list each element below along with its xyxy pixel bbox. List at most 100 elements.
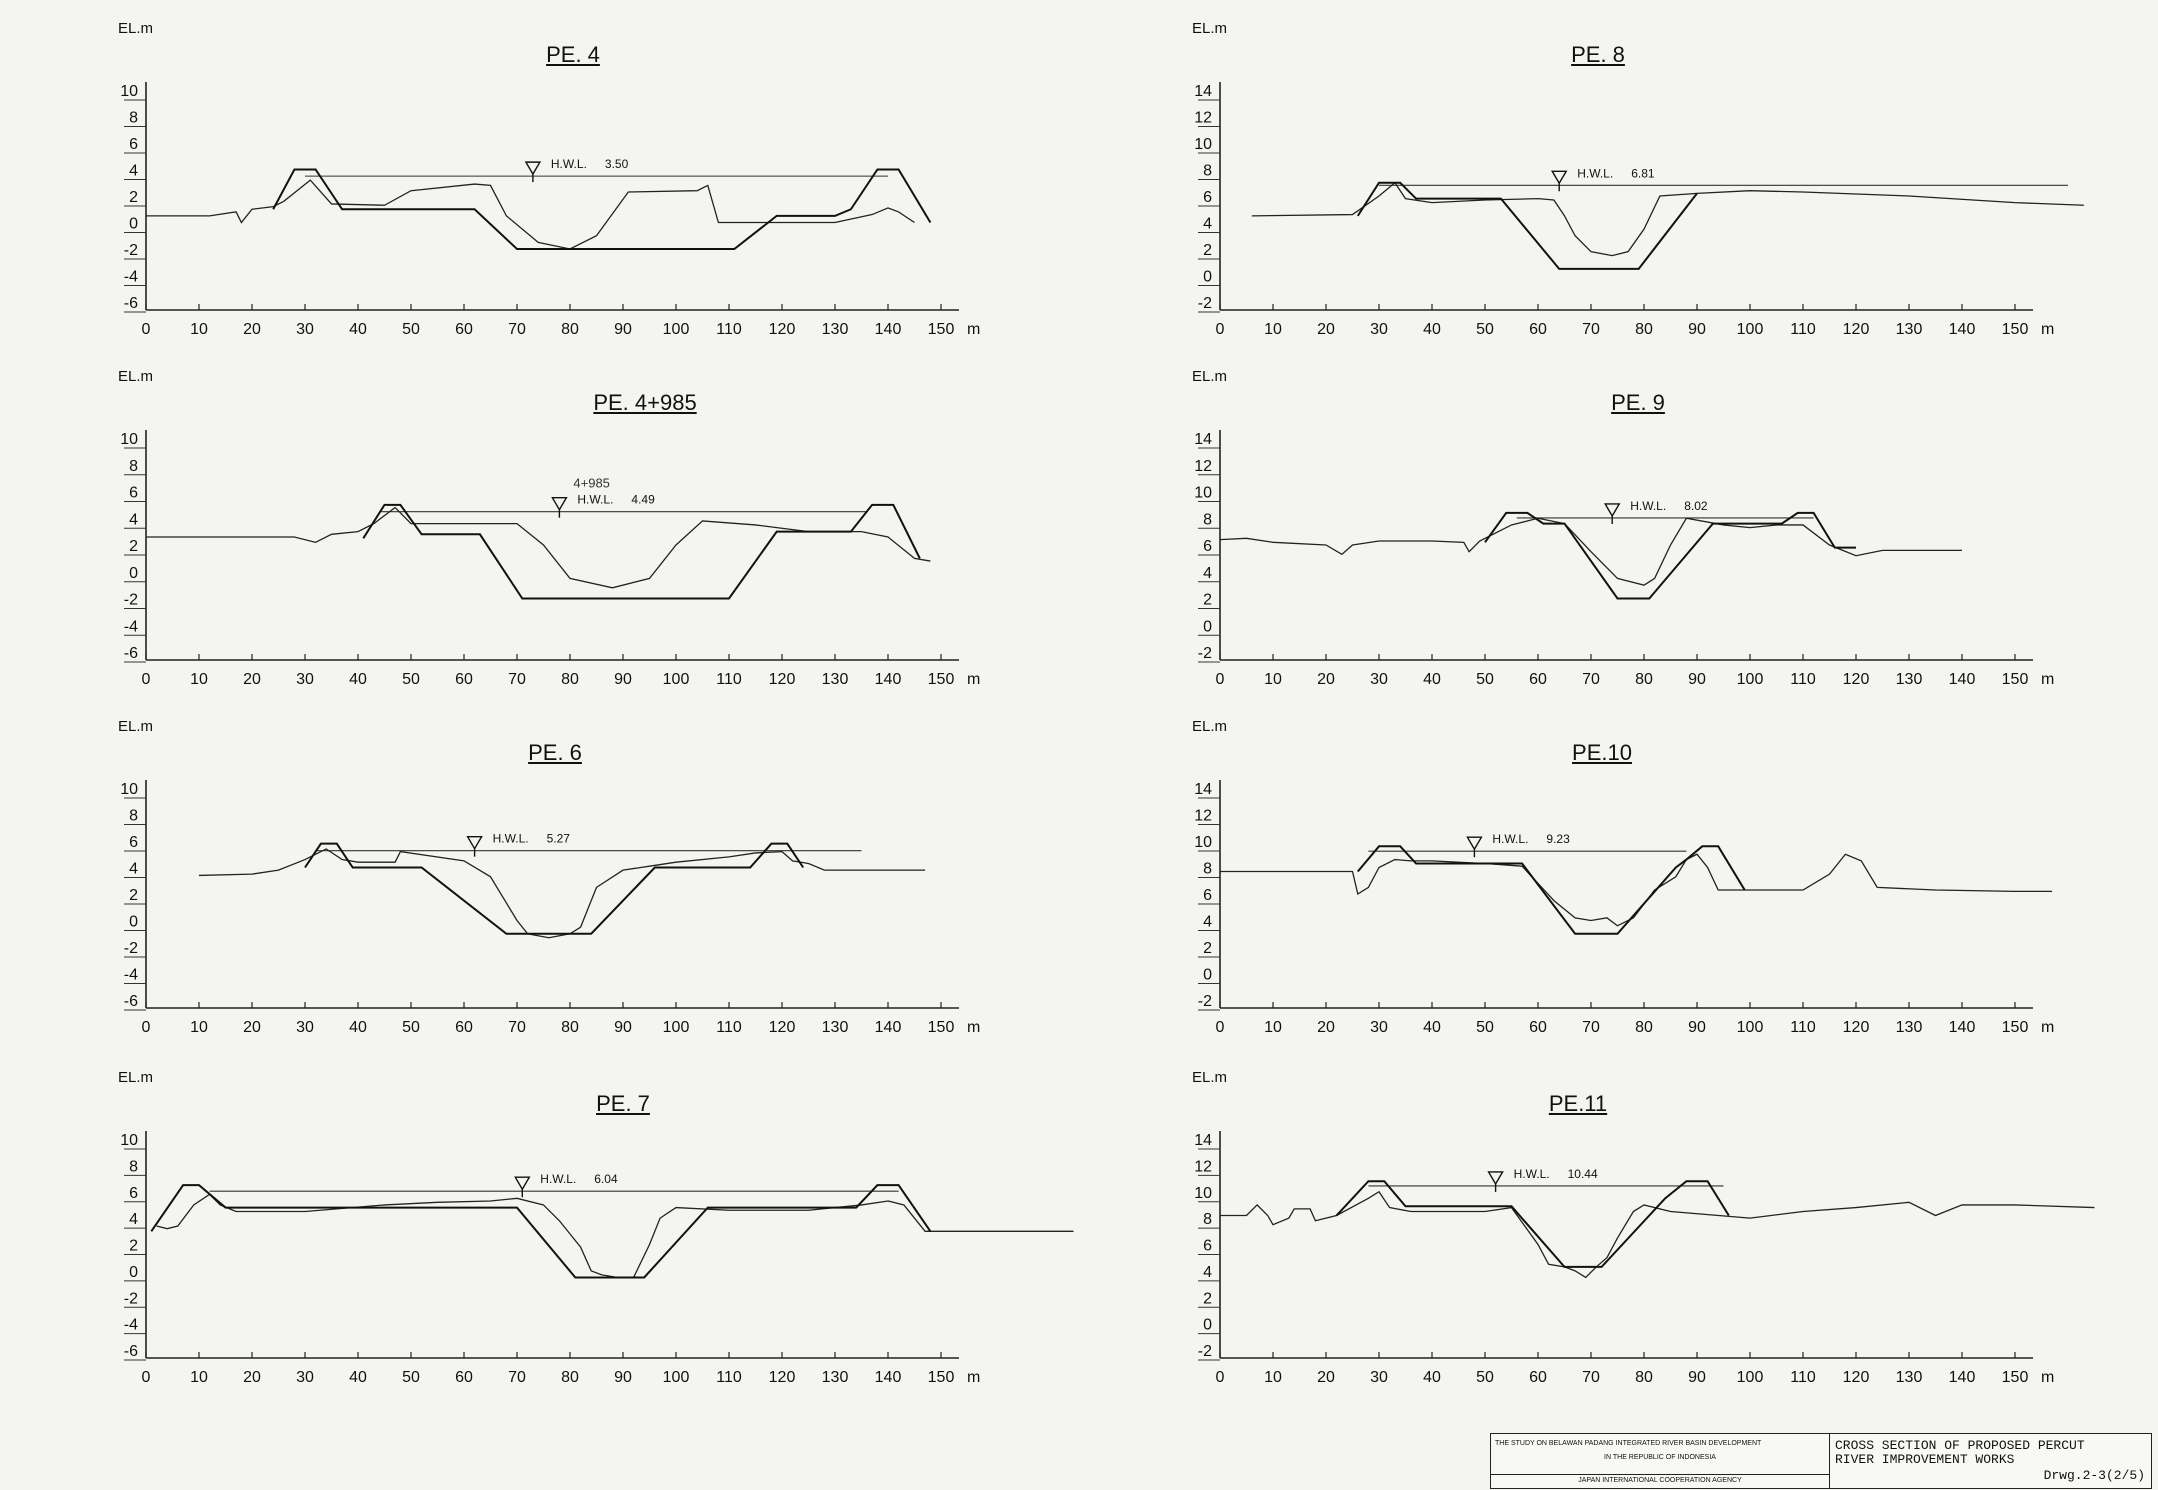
y-tick-label: 2 [129, 887, 138, 904]
x-tick-label: 60 [455, 321, 473, 338]
y-tick-label: 8 [1203, 861, 1212, 878]
section-title: PE.11 [1548, 1091, 1608, 1116]
y-axis-unit: EL.m [1192, 1069, 1228, 1086]
x-tick-label: 50 [402, 1019, 420, 1036]
proposed-section-profile [1335, 1180, 1730, 1268]
x-tick-label: 100 [663, 671, 690, 688]
x-tick-label: 20 [1317, 671, 1335, 688]
x-tick-label: 150 [928, 321, 955, 338]
y-axis-unit: EL.m [118, 368, 154, 385]
proposed-section-profile [362, 503, 921, 600]
existing-ground-profile [1251, 181, 2084, 257]
x-tick-label: 10 [190, 671, 208, 688]
x-tick-label: 10 [1264, 321, 1282, 338]
hwl-label: H.W.L. [1577, 166, 1613, 180]
x-tick-label: 90 [614, 1019, 632, 1036]
x-tick-label: 130 [1896, 671, 1923, 688]
x-tick-label: 20 [243, 671, 261, 688]
y-tick-label: 2 [1203, 1290, 1212, 1307]
y-tick-label: 10 [1194, 485, 1212, 502]
y-tick-label: 10 [120, 83, 138, 100]
x-tick-label: 110 [1790, 1369, 1816, 1386]
x-tick-label: 100 [1737, 1369, 1764, 1386]
proposed-section-profile [1357, 845, 1746, 935]
drawing-title-line2: RIVER IMPROVEMENT WORKS [1835, 1452, 2015, 1467]
x-tick-label: 0 [142, 1019, 151, 1036]
x-tick-label: 80 [1635, 1019, 1653, 1036]
y-tick-label: 6 [129, 1185, 138, 1202]
y-tick-label: 10 [120, 1132, 138, 1149]
x-tick-label: 140 [1949, 1019, 1976, 1036]
x-tick-label: 70 [1582, 1369, 1600, 1386]
x-tick-label: 60 [1529, 671, 1547, 688]
x-tick-label: 40 [1423, 671, 1441, 688]
x-tick-label: 30 [296, 671, 314, 688]
hwl-value: 5.27 [547, 832, 571, 846]
x-tick-label: 90 [614, 1369, 632, 1386]
x-tick-label: 20 [243, 1019, 261, 1036]
x-tick-label: 40 [349, 1369, 367, 1386]
x-tick-label: 90 [1688, 1369, 1706, 1386]
study-name-line2: IN THE REPUBLIC OF INDONESIA [1604, 1454, 1716, 1461]
x-tick-label: 110 [716, 671, 742, 688]
x-tick-label: 150 [2002, 1369, 2029, 1386]
y-tick-label: 8 [1203, 1211, 1212, 1228]
x-tick-label: 110 [716, 1019, 742, 1036]
y-tick-label: 4 [129, 861, 138, 878]
drawing-number: Drwg.2-3(2/5) [2043, 1468, 2145, 1483]
x-tick-label: 80 [1635, 671, 1653, 688]
y-tick-label: -4 [124, 618, 138, 635]
x-tick-label: 140 [1949, 321, 1976, 338]
y-tick-label: 0 [129, 565, 138, 582]
y-tick-label: 2 [1203, 242, 1212, 259]
x-tick-label: 50 [402, 1369, 420, 1386]
section-title: PE. 4 [546, 42, 600, 67]
hwl-marker-icon [1466, 836, 1483, 851]
y-tick-label: 2 [1203, 940, 1212, 957]
x-tick-label: 130 [822, 321, 849, 338]
y-tick-label: -2 [124, 242, 138, 259]
x-tick-label: 40 [349, 1019, 367, 1036]
x-tick-label: 110 [1790, 321, 1816, 338]
x-tick-label: 140 [875, 1019, 902, 1036]
x-tick-label: 70 [1582, 321, 1600, 338]
x-tick-label: 30 [296, 1019, 314, 1036]
x-axis-unit: m [2041, 1369, 2054, 1386]
x-tick-label: 0 [142, 321, 151, 338]
section-title: PE. 6 [528, 740, 582, 765]
x-tick-label: 10 [190, 1369, 208, 1386]
y-tick-label: 12 [1194, 110, 1212, 127]
x-tick-label: 50 [1476, 1019, 1494, 1036]
x-tick-label: 40 [349, 671, 367, 688]
x-tick-label: 120 [769, 1369, 796, 1386]
x-tick-label: 10 [1264, 1369, 1282, 1386]
x-tick-label: 150 [928, 671, 955, 688]
x-tick-label: 70 [508, 671, 526, 688]
y-tick-label: 12 [1194, 808, 1212, 825]
x-tick-label: 20 [1317, 1019, 1335, 1036]
proposed-section-profile [1356, 181, 1698, 270]
y-tick-label: -6 [124, 1343, 138, 1360]
x-axis-unit: m [2041, 1019, 2054, 1036]
hwl-label: H.W.L. [540, 1172, 576, 1186]
x-tick-label: 90 [1688, 671, 1706, 688]
section-annotation: 4+985 [573, 476, 610, 491]
hwl-marker-icon [466, 835, 483, 851]
x-tick-label: 30 [1370, 671, 1388, 688]
x-tick-label: 30 [1370, 1019, 1388, 1036]
hwl-marker-icon [524, 161, 542, 176]
y-axis-unit: EL.m [1192, 718, 1228, 735]
y-tick-label: 0 [1203, 1317, 1212, 1334]
x-tick-label: 50 [1476, 671, 1494, 688]
y-tick-label: 2 [129, 1238, 138, 1255]
hwl-value: 3.50 [605, 157, 629, 171]
hwl-value: 9.23 [1546, 832, 1570, 846]
y-tick-label: 4 [1203, 216, 1212, 233]
y-tick-label: 4 [1203, 565, 1212, 582]
x-axis-unit: m [967, 1019, 980, 1036]
x-tick-label: 130 [1896, 321, 1923, 338]
y-tick-label: -2 [124, 940, 138, 957]
hwl-value: 8.02 [1684, 499, 1708, 513]
y-axis-unit: EL.m [118, 1069, 154, 1086]
